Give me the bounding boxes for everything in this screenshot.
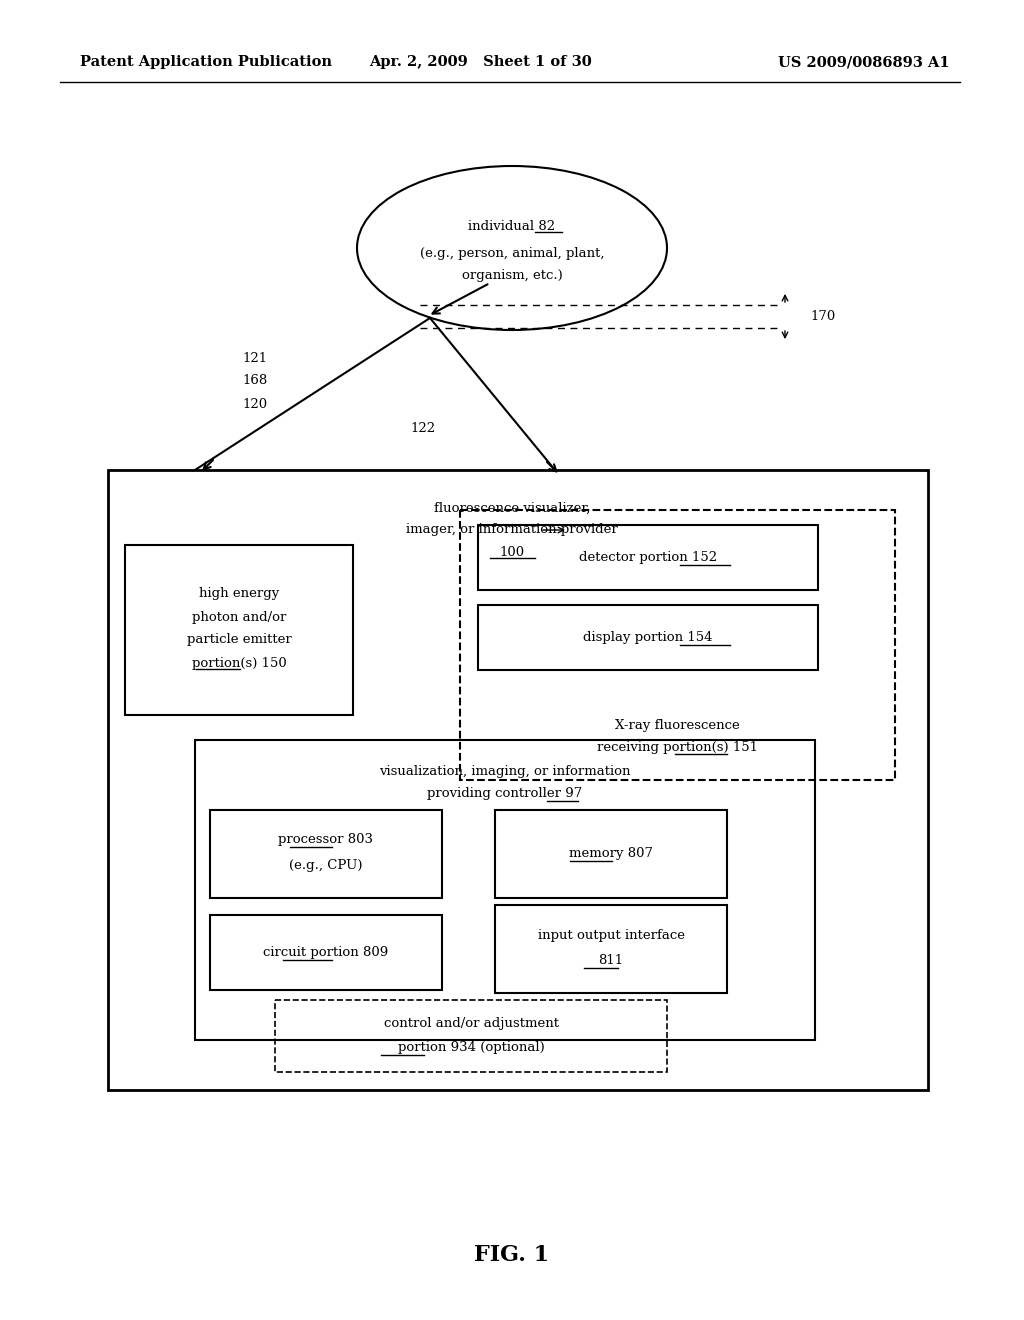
Text: portion(s) 150: portion(s) 150 <box>191 656 287 669</box>
Bar <box>210 810 442 898</box>
Text: display portion 154: display portion 154 <box>584 631 713 644</box>
Text: 121: 121 <box>243 351 268 364</box>
Text: memory 807: memory 807 <box>569 847 653 861</box>
Text: receiving portion(s) 151: receiving portion(s) 151 <box>597 741 758 754</box>
Text: 122: 122 <box>410 421 435 434</box>
Bar <box>478 525 818 590</box>
Text: Patent Application Publication: Patent Application Publication <box>80 55 332 69</box>
Text: X-ray fluorescence: X-ray fluorescence <box>615 718 740 731</box>
Bar <box>108 470 928 1090</box>
Text: (e.g., CPU): (e.g., CPU) <box>289 859 362 873</box>
Text: photon and/or: photon and/or <box>191 610 286 623</box>
Text: high energy: high energy <box>199 587 280 601</box>
Text: fluorescence visualizer,: fluorescence visualizer, <box>434 502 590 515</box>
Text: 120: 120 <box>243 399 268 412</box>
Text: 170: 170 <box>810 310 836 323</box>
Text: circuit portion 809: circuit portion 809 <box>263 946 389 960</box>
Text: organism, etc.): organism, etc.) <box>462 269 562 282</box>
Bar <box>275 1001 667 1072</box>
Bar <box>495 906 727 993</box>
Bar <box>460 510 895 780</box>
Text: input output interface: input output interface <box>538 928 684 941</box>
Text: control and/or adjustment: control and/or adjustment <box>384 1018 558 1031</box>
Text: 811: 811 <box>598 954 624 968</box>
Text: 168: 168 <box>243 374 268 387</box>
Text: individual 82: individual 82 <box>468 219 556 232</box>
Text: visualization, imaging, or information: visualization, imaging, or information <box>379 766 631 779</box>
Bar <box>125 545 353 715</box>
Bar <box>478 605 818 671</box>
Text: providing controller 97: providing controller 97 <box>427 788 583 800</box>
Text: imager, or information provider: imager, or information provider <box>407 524 617 536</box>
Bar <box>495 810 727 898</box>
Text: Apr. 2, 2009   Sheet 1 of 30: Apr. 2, 2009 Sheet 1 of 30 <box>369 55 592 69</box>
Text: processor 803: processor 803 <box>279 833 374 846</box>
Text: (e.g., person, animal, plant,: (e.g., person, animal, plant, <box>420 247 604 260</box>
Text: detector portion 152: detector portion 152 <box>579 550 717 564</box>
Text: FIG. 1: FIG. 1 <box>474 1243 550 1266</box>
Text: portion 934 (optional): portion 934 (optional) <box>397 1041 545 1055</box>
Bar <box>210 915 442 990</box>
Text: 100: 100 <box>500 545 524 558</box>
Text: US 2009/0086893 A1: US 2009/0086893 A1 <box>778 55 950 69</box>
Text: particle emitter: particle emitter <box>186 634 292 647</box>
Bar <box>195 741 815 1040</box>
